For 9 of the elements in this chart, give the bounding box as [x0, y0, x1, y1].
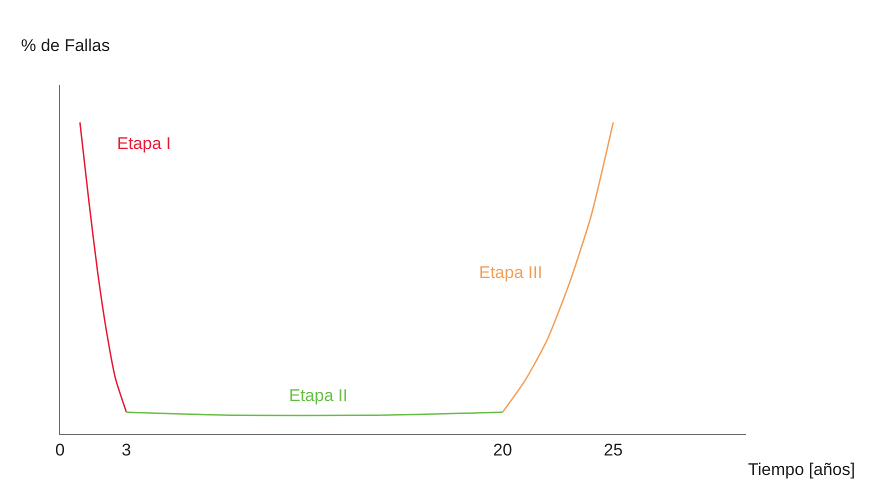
x-tick-label: 20 — [493, 440, 512, 460]
x-tick-label: 0 — [55, 440, 65, 460]
series-label: Etapa II — [289, 386, 348, 405]
x-axis-title: Tiempo [años] — [748, 460, 856, 479]
x-tick-label: 3 — [122, 440, 132, 460]
y-axis-title: % de Fallas — [21, 36, 110, 55]
series-label: Etapa I — [117, 134, 171, 153]
x-tick-label: 25 — [604, 440, 623, 460]
series-label: Etapa III — [479, 263, 542, 282]
